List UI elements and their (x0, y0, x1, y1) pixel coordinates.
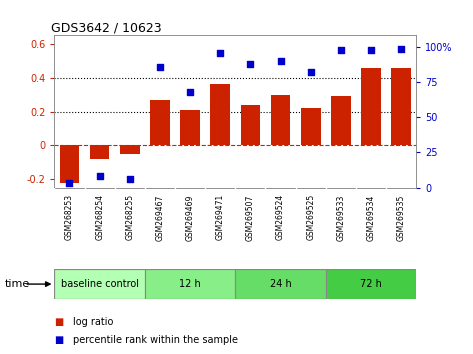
Bar (326, 269, 416, 299)
Point (156, 64, 164, 70)
Text: time: time (5, 279, 30, 289)
Text: GSM269524: GSM269524 (276, 194, 285, 240)
Text: GSM269533: GSM269533 (336, 194, 345, 240)
Text: GSM269525: GSM269525 (306, 194, 315, 240)
Bar (54, 269, 145, 299)
Text: 24 h: 24 h (270, 279, 291, 289)
Bar (210, 85, 230, 145)
Point (397, 46, 405, 51)
Text: GSM268254: GSM268254 (95, 194, 104, 240)
Point (186, 89, 194, 95)
Point (307, 70, 315, 75)
Text: GSM268253: GSM268253 (65, 194, 74, 240)
Bar (180, 110, 200, 145)
Text: baseline control: baseline control (61, 279, 139, 289)
Point (217, 50, 224, 56)
Text: GSM269467: GSM269467 (156, 194, 165, 240)
Point (337, 47, 345, 53)
Point (246, 61, 254, 67)
Point (367, 47, 375, 53)
Bar (150, 100, 170, 145)
Bar (145, 269, 235, 299)
Bar (90, 145, 109, 159)
Bar (361, 68, 381, 145)
Text: GSM269469: GSM269469 (185, 194, 194, 240)
Text: 12 h: 12 h (179, 279, 201, 289)
Text: GSM269535: GSM269535 (397, 194, 406, 240)
Text: GSM269507: GSM269507 (246, 194, 255, 240)
Bar (60, 145, 79, 183)
Text: GSM269534: GSM269534 (367, 194, 376, 240)
Point (96, 173, 104, 179)
Text: 72 h: 72 h (360, 279, 382, 289)
Bar (391, 68, 411, 145)
Bar (271, 95, 290, 145)
Bar (301, 108, 321, 145)
Text: ■: ■ (54, 317, 64, 327)
Text: GSM269471: GSM269471 (216, 194, 225, 240)
Bar (331, 96, 350, 145)
Bar (120, 145, 140, 154)
Text: GSM268255: GSM268255 (125, 194, 134, 240)
Point (126, 176, 133, 182)
Point (277, 58, 284, 64)
Point (66, 181, 73, 186)
Bar (235, 269, 326, 299)
Text: GDS3642 / 10623: GDS3642 / 10623 (51, 21, 161, 34)
Bar (241, 105, 260, 145)
Text: log ratio: log ratio (73, 317, 114, 327)
Text: ■: ■ (54, 335, 64, 345)
Text: percentile rank within the sample: percentile rank within the sample (73, 335, 238, 345)
